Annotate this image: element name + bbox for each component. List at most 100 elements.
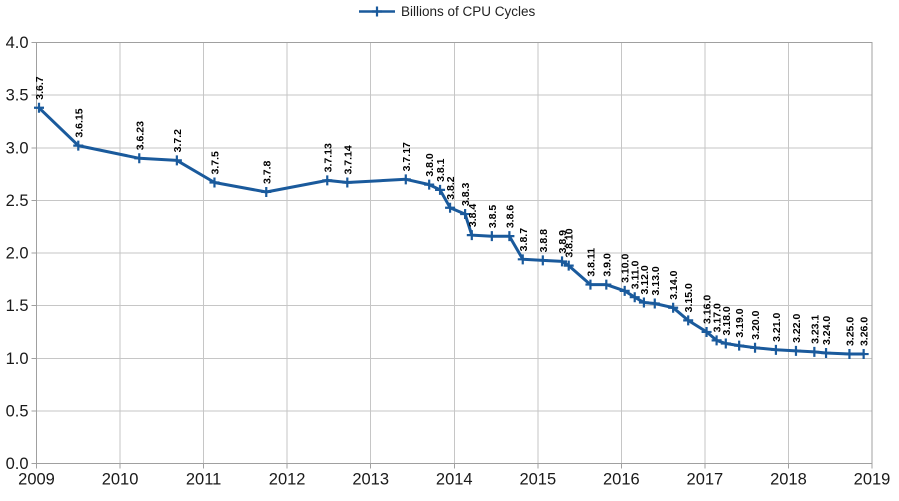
y-tick-label: 0.0 xyxy=(6,455,29,473)
plus-marker-icon xyxy=(734,340,745,351)
data-point-label: 3.8.4 xyxy=(467,204,479,228)
legend-label: Billions of CPU Cycles xyxy=(401,3,536,19)
plus-marker-icon xyxy=(720,338,731,349)
chart-legend: Billions of CPU Cycles xyxy=(358,3,535,19)
data-point-label: 3.8.8 xyxy=(538,229,550,253)
data-point-label: 3.10.0 xyxy=(620,254,632,283)
data-point-label: 3.8.5 xyxy=(487,205,499,229)
data-point-label: 3.26.0 xyxy=(859,317,871,346)
x-tick-label: 2010 xyxy=(102,471,139,489)
y-tick-label: 3.0 xyxy=(6,139,29,157)
data-point-label: 3.22.0 xyxy=(791,314,803,343)
plus-marker-icon xyxy=(585,279,596,290)
y-tick-label: 4.0 xyxy=(6,34,29,52)
data-point-label: 3.17.0 xyxy=(712,303,724,332)
data-point-label: 3.8.2 xyxy=(445,176,457,200)
y-tick-label: 1.0 xyxy=(6,350,29,368)
data-point-label: 3.8.6 xyxy=(504,205,516,229)
plus-marker-icon xyxy=(73,140,84,151)
data-point-label: 3.6.15 xyxy=(73,108,85,137)
x-tick-label: 2016 xyxy=(603,471,640,489)
plus-marker-icon xyxy=(261,186,272,197)
data-point-label: 3.8.1 xyxy=(435,158,447,182)
plus-marker-icon xyxy=(557,256,568,267)
y-tick-label: 0.5 xyxy=(6,402,29,420)
data-point-label: 3.7.13 xyxy=(322,143,334,172)
plus-marker-icon xyxy=(683,315,694,326)
data-point-label: 3.8.9 xyxy=(557,230,569,254)
plus-marker-icon xyxy=(445,202,456,213)
plus-marker-icon xyxy=(844,349,855,360)
data-point-label: 3.7.2 xyxy=(172,129,184,153)
plus-marker-icon xyxy=(649,298,660,309)
plus-marker-icon xyxy=(460,209,471,220)
plus-marker-icon xyxy=(638,297,649,308)
data-point-label: 3.8.0 xyxy=(424,153,436,177)
data-point-label: 3.16.0 xyxy=(702,295,714,324)
plus-marker-icon xyxy=(504,231,515,242)
y-tick-label: 1.5 xyxy=(6,297,29,315)
plus-marker-icon xyxy=(821,347,832,358)
plus-marker-icon xyxy=(601,279,612,290)
plus-marker-icon xyxy=(466,230,477,241)
x-tick-label: 2015 xyxy=(519,471,556,489)
plus-marker-icon xyxy=(711,335,722,346)
plus-marker-icon xyxy=(342,177,353,188)
plus-marker-icon xyxy=(435,184,446,195)
x-tick-label: 2012 xyxy=(269,471,306,489)
x-tick-label: 2018 xyxy=(770,471,807,489)
x-tick-label: 2009 xyxy=(18,471,55,489)
plus-marker-icon xyxy=(629,292,640,303)
data-point-label: 3.7.17 xyxy=(401,142,413,171)
data-point-label: 3.23.1 xyxy=(809,315,821,344)
plus-marker-icon xyxy=(537,255,548,266)
plus-marker-icon xyxy=(209,177,220,188)
data-point-label: 3.11.0 xyxy=(630,260,642,289)
data-point-label: 3.21.0 xyxy=(771,312,783,341)
plus-marker-icon xyxy=(517,254,528,265)
data-point-label: 3.6.7 xyxy=(34,76,46,100)
plus-marker-icon xyxy=(668,302,679,313)
x-tick-label: 2017 xyxy=(687,471,724,489)
y-tick-label: 2.5 xyxy=(6,192,29,210)
y-tick-label: 3.5 xyxy=(6,87,29,105)
data-point-label: 3.8.11 xyxy=(585,248,597,277)
data-point-label: 3.7.8 xyxy=(261,160,273,184)
data-point-label: 3.8.3 xyxy=(460,183,472,207)
data-point-label: 3.13.0 xyxy=(650,266,662,295)
plus-marker-icon xyxy=(34,102,45,113)
data-point-label: 3.19.0 xyxy=(734,308,746,337)
data-point-label: 3.12.0 xyxy=(639,265,651,294)
plus-marker-icon xyxy=(134,153,145,164)
plus-marker-icon xyxy=(750,342,761,353)
plus-marker-icon xyxy=(701,326,712,337)
legend-line-marker-icon xyxy=(359,6,395,16)
data-point-label: 3.15.0 xyxy=(683,283,695,312)
data-point-label: 3.20.0 xyxy=(750,310,762,339)
plus-marker-icon xyxy=(563,260,574,271)
x-tick-label: 2011 xyxy=(186,471,221,489)
x-tick-label: 2014 xyxy=(436,471,473,489)
plus-marker-icon xyxy=(858,349,869,360)
plus-marker-icon xyxy=(770,344,781,355)
data-point-label: 3.6.23 xyxy=(134,121,146,150)
plus-marker-icon xyxy=(790,345,801,356)
plus-marker-icon xyxy=(619,285,630,296)
data-point-label: 3.7.14 xyxy=(342,145,354,174)
data-point-label: 3.8.10 xyxy=(564,228,576,257)
plus-marker-icon xyxy=(171,155,182,166)
data-point-label: 3.8.7 xyxy=(518,228,530,252)
x-tick-label: 2013 xyxy=(352,471,389,489)
plus-marker-icon xyxy=(400,174,411,185)
plus-marker-icon xyxy=(809,346,820,357)
data-point-label: 3.9.0 xyxy=(601,253,613,277)
data-point-label: 3.14.0 xyxy=(668,270,680,299)
x-tick-label: 2019 xyxy=(854,471,891,489)
plus-marker-icon xyxy=(322,175,333,186)
y-tick-label: 2.0 xyxy=(6,245,29,263)
data-point-label: 3.24.0 xyxy=(821,316,833,345)
plus-marker-icon xyxy=(424,179,435,190)
data-point-label: 3.7.5 xyxy=(209,151,221,175)
